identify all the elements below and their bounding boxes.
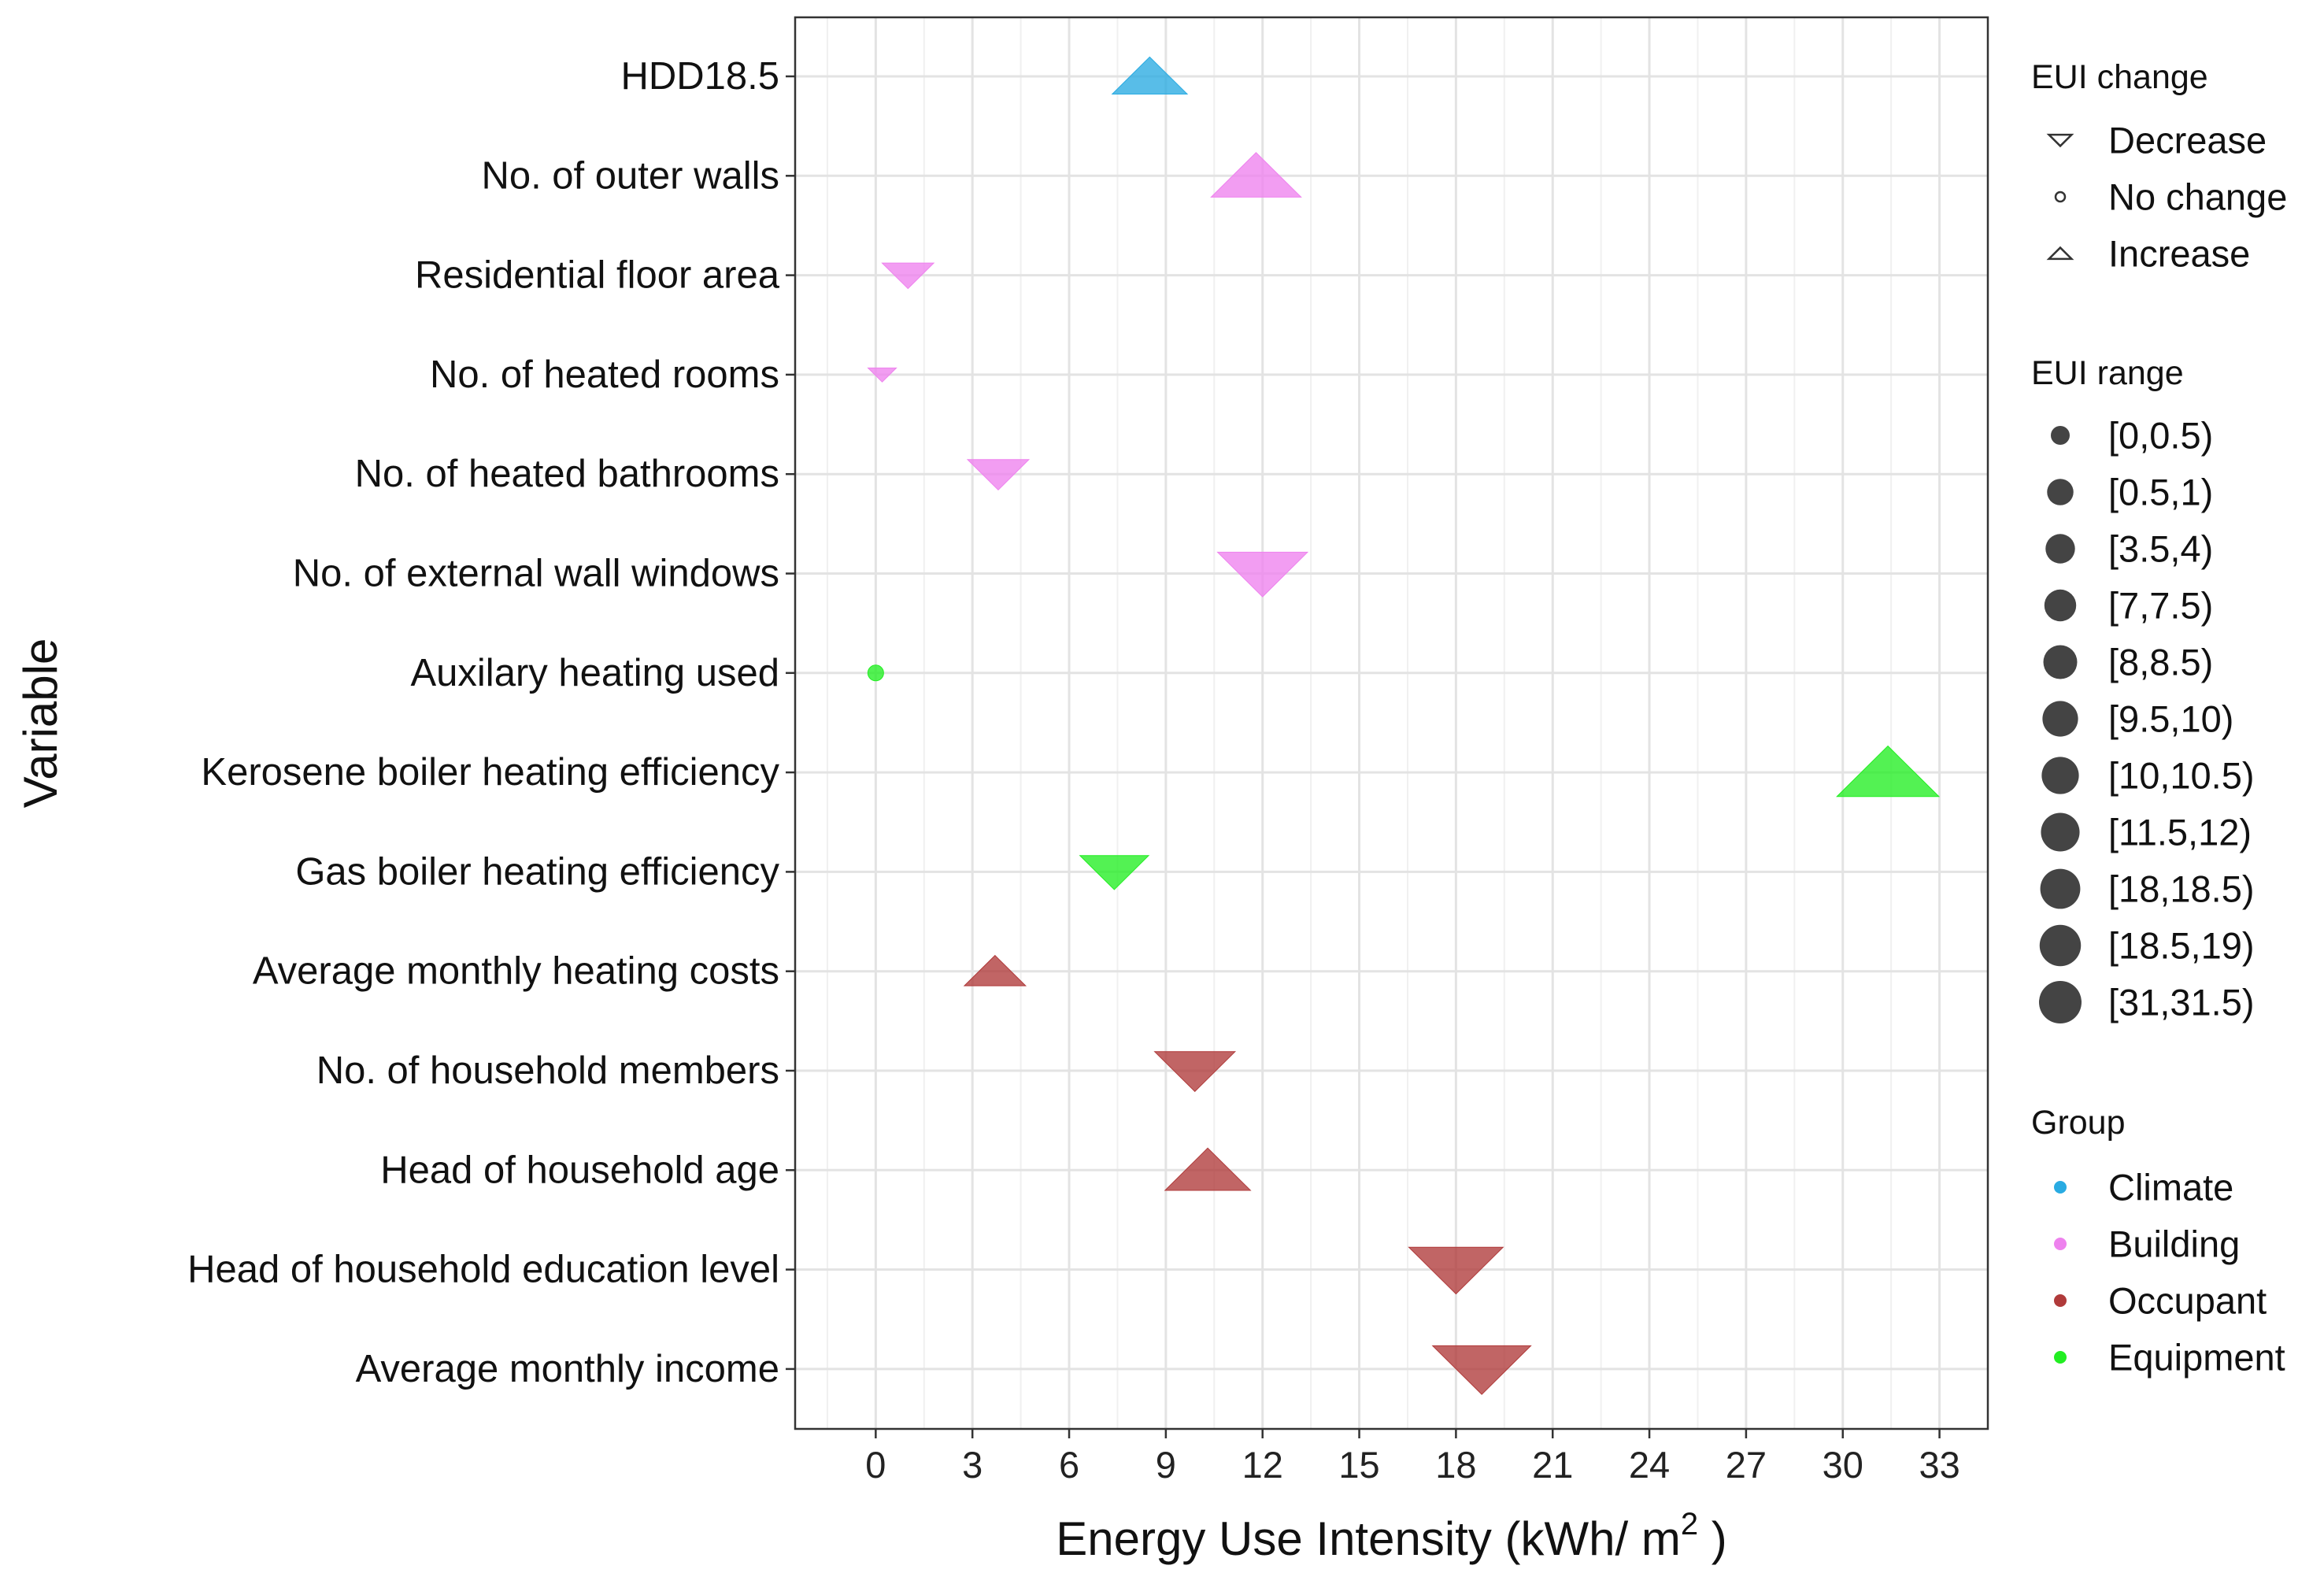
legend-size-marker-9-5-10 [2042,701,2078,737]
point-average-monthly-income [1431,1345,1532,1395]
point-no-of-external-wall-windows [1216,551,1309,598]
x-axis-title-suffix: ) [1698,1512,1727,1565]
legend-title-eui-range: EUI range [2031,354,2184,392]
y-tick-label-no-of-heated-bathrooms: No. of heated bathrooms [355,453,779,495]
legend-size-label-0-0-5: [0,0.5) [2108,415,2213,457]
legend-size-label-18-18-5: [18,18.5) [2108,868,2255,910]
point-no-of-heated-rooms [867,367,897,383]
y-tick-label-kerosene-boiler-heating-efficiency: Kerosene boiler heating efficiency [201,751,779,794]
legend-title-eui-change: EUI change [2031,58,2208,96]
point-head-of-household-age [1164,1147,1252,1191]
legend-size-marker-0-5-1 [2047,479,2074,505]
x-tick-label-18: 18 [1435,1444,1476,1486]
legend-size-marker-3-5-4 [2045,534,2075,564]
legend-size-marker-8-8-5 [2043,645,2078,679]
x-tick-label-21: 21 [1532,1444,1573,1486]
legend-group-marker-building [2054,1238,2067,1250]
y-tick-label-hdd18-5: HDD18.5 [620,55,779,98]
legend-group-label-occupant: Occupant [2108,1280,2267,1322]
y-tick-label-average-monthly-income: Average monthly income [356,1348,779,1390]
x-tick-label-30: 30 [1823,1444,1863,1486]
legend-group-label-climate: Climate [2108,1167,2233,1208]
legend-size-marker-31-31-5 [2039,981,2082,1023]
y-tick-label-gas-boiler-heating-efficiency: Gas boiler heating efficiency [295,850,779,893]
x-tick-label-12: 12 [1242,1444,1283,1486]
y-tick-label-average-monthly-heating-costs: Average monthly heating costs [253,950,779,993]
point-average-monthly-heating-costs [963,954,1027,986]
x-tick-label-6: 6 [1059,1444,1079,1486]
y-tick-label-auxilary-heating-used: Auxilary heating used [410,652,779,694]
x-tick-label-3: 3 [962,1444,983,1486]
legend-size-marker-7-7-5 [2044,589,2077,622]
legend-title-group: Group [2031,1104,2126,1142]
point-residential-floor-area [881,262,935,290]
y-tick-label-head-of-household-age: Head of household age [380,1149,779,1191]
legend-size-label-8-8-5: [8,8.5) [2108,642,2213,683]
x-tick-label-33: 33 [1919,1444,1959,1486]
legend-label-no-change: No change [2108,176,2287,218]
y-tick-label-no-of-heated-rooms: No. of heated rooms [430,353,779,396]
legend-size-marker-0-0-5 [2051,426,2070,445]
legend-label-decrease: Decrease [2108,120,2267,161]
x-tick-label-27: 27 [1726,1444,1767,1486]
legend-group-label-building: Building [2108,1223,2240,1265]
plot-border [794,16,1989,1430]
x-axis-title-main: Energy Use Intensity (kWh/ m [1056,1512,1681,1565]
legend-size-label-10-10-5: [10,10.5) [2108,755,2255,797]
legend-size-marker-18-18-5 [2040,868,2081,909]
x-tick-label-15: 15 [1338,1444,1379,1486]
legend-size-marker-18-5-19 [2039,924,2082,967]
legend-label-increase: Increase [2108,233,2250,275]
y-tick-label-residential-floor-area: Residential floor area [415,254,780,297]
point-no-of-heated-bathrooms [966,459,1031,491]
legend-size-marker-11-5-12 [2041,812,2080,852]
legend-marker-decrease [2046,133,2074,148]
y-tick-label-no-of-external-wall-windows: No. of external wall windows [293,553,779,595]
y-axis-title: Variable [14,638,67,809]
y-tick-label-head-of-household-education-level: Head of household education level [187,1249,779,1291]
plot-panel [795,17,1988,1429]
y-tick-label-no-of-household-members: No. of household members [316,1049,779,1092]
point-gas-boiler-heating-efficiency [1079,855,1150,890]
legend-size-label-7-7-5: [7,7.5) [2108,585,2213,627]
legend-group-marker-occupant [2054,1294,2067,1307]
x-tick-label-9: 9 [1156,1444,1176,1486]
legend-size-marker-10-10-5 [2041,757,2079,794]
point-hdd18-5 [1111,56,1189,95]
legend-size-label-18-5-19: [18.5,19) [2108,925,2255,967]
x-axis-title: Energy Use Intensity (kWh/ m2 ) [1056,1507,1726,1565]
x-tick-label-24: 24 [1629,1444,1670,1486]
legend-size-label-3-5-4: [3.5,4) [2108,528,2213,570]
legend-marker-no-change [2054,191,2067,203]
legend-size-label-9-5-10: [9.5,10) [2108,698,2233,740]
y-tick-label-no-of-outer-walls: No. of outer walls [481,154,779,197]
point-no-of-outer-walls [1210,152,1302,198]
x-axis-title-superscript: 2 [1681,1507,1698,1541]
data-points [867,56,1941,1395]
legend-group-marker-climate [2054,1181,2067,1194]
point-kerosene-boiler-heating-efficiency [1836,745,1941,798]
legend-size-label-11-5-12: [11.5,12) [2108,812,2252,853]
legend-group-marker-equipment [2054,1351,2067,1364]
legend-group-label-equipment: Equipment [2108,1337,2285,1379]
legend-size-label-31-31-5: [31,31.5) [2108,982,2255,1023]
legend-size-label-0-5-1: [0.5,1) [2108,472,2213,513]
point-head-of-household-education-level [1408,1246,1504,1295]
point-no-of-household-members [1153,1051,1237,1093]
x-tick-label-0: 0 [865,1444,886,1486]
legend-marker-increase [2046,246,2074,261]
point-auxilary-heating-used [867,664,884,682]
